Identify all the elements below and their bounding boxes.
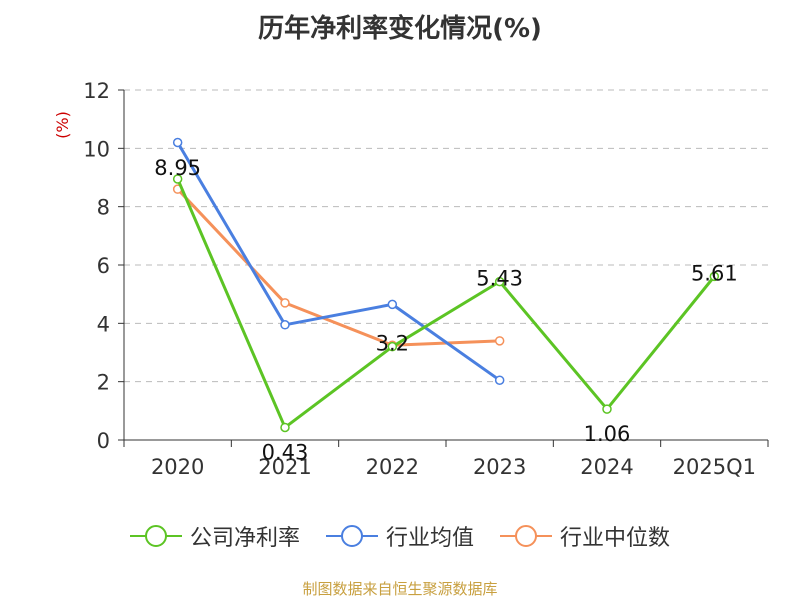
data-point xyxy=(709,271,720,282)
series-line-2 xyxy=(176,188,500,347)
legend-marker-industry-average xyxy=(325,525,378,547)
y-tick-label: 10 xyxy=(83,137,110,161)
legend-marker-company xyxy=(129,525,182,547)
legend-label-industry-average: 行业均值 xyxy=(385,526,474,551)
y-tick-label: 8 xyxy=(97,196,110,220)
data-label: 0.43 xyxy=(262,440,309,464)
data-point xyxy=(602,404,612,414)
data-point xyxy=(494,276,505,287)
legend-label-industry-median: 行业中位数 xyxy=(560,526,671,551)
legend-item-industry-median[interactable]: 行业中位数 xyxy=(500,520,670,552)
chart-title: 历年净利率变化情况(%) xyxy=(258,14,542,44)
y-tick-label: 6 xyxy=(97,254,110,278)
data-label: 5.43 xyxy=(476,267,523,291)
data-source-note: 制图数据来自恒生聚源数据库 xyxy=(302,580,498,598)
data-point xyxy=(387,341,398,352)
y-axis-label: (%) xyxy=(53,111,72,139)
y-tick-label: 12 xyxy=(83,79,110,103)
data-label: 5.61 xyxy=(691,261,738,285)
data-point xyxy=(280,320,290,330)
x-tick-label: 2022 xyxy=(366,455,419,479)
data-label: 1.06 xyxy=(584,422,631,446)
x-tick-label: 2021 xyxy=(258,455,311,479)
legend-marker-industry-median xyxy=(500,525,552,547)
y-tick-label: 4 xyxy=(97,312,110,336)
legend-label-company: 公司净利率 xyxy=(189,526,300,551)
data-label: 3.2 xyxy=(376,332,409,356)
x-tick-label: 2025Q1 xyxy=(673,455,756,479)
data-point xyxy=(280,422,290,433)
data-point xyxy=(387,299,398,310)
legend-item-industry-average[interactable]: 行业均值 xyxy=(325,520,474,552)
data-point xyxy=(280,298,290,308)
data-point xyxy=(172,137,183,148)
data-point xyxy=(494,336,505,346)
data-point xyxy=(494,375,505,385)
series-line-0 xyxy=(176,178,716,429)
y-tick-label: 0 xyxy=(97,429,110,453)
x-tick-label: 2024 xyxy=(580,455,633,479)
chart-legend: 公司净利率 行业均值 行业中位数 xyxy=(0,520,800,552)
data-point xyxy=(172,174,183,184)
data-label: 8.95 xyxy=(154,156,201,180)
x-tick-label: 2023 xyxy=(473,455,526,479)
x-tick-label: 2020 xyxy=(151,455,204,479)
legend-item-company[interactable]: 公司净利率 xyxy=(129,520,300,552)
y-tick-label: 2 xyxy=(97,371,110,395)
series-line-1 xyxy=(176,141,501,382)
line-chart: 0 2 4 6 8 10 12 2020 2021 2022 2023 2024 2025Q1 (%) 8.… xyxy=(53,79,769,479)
